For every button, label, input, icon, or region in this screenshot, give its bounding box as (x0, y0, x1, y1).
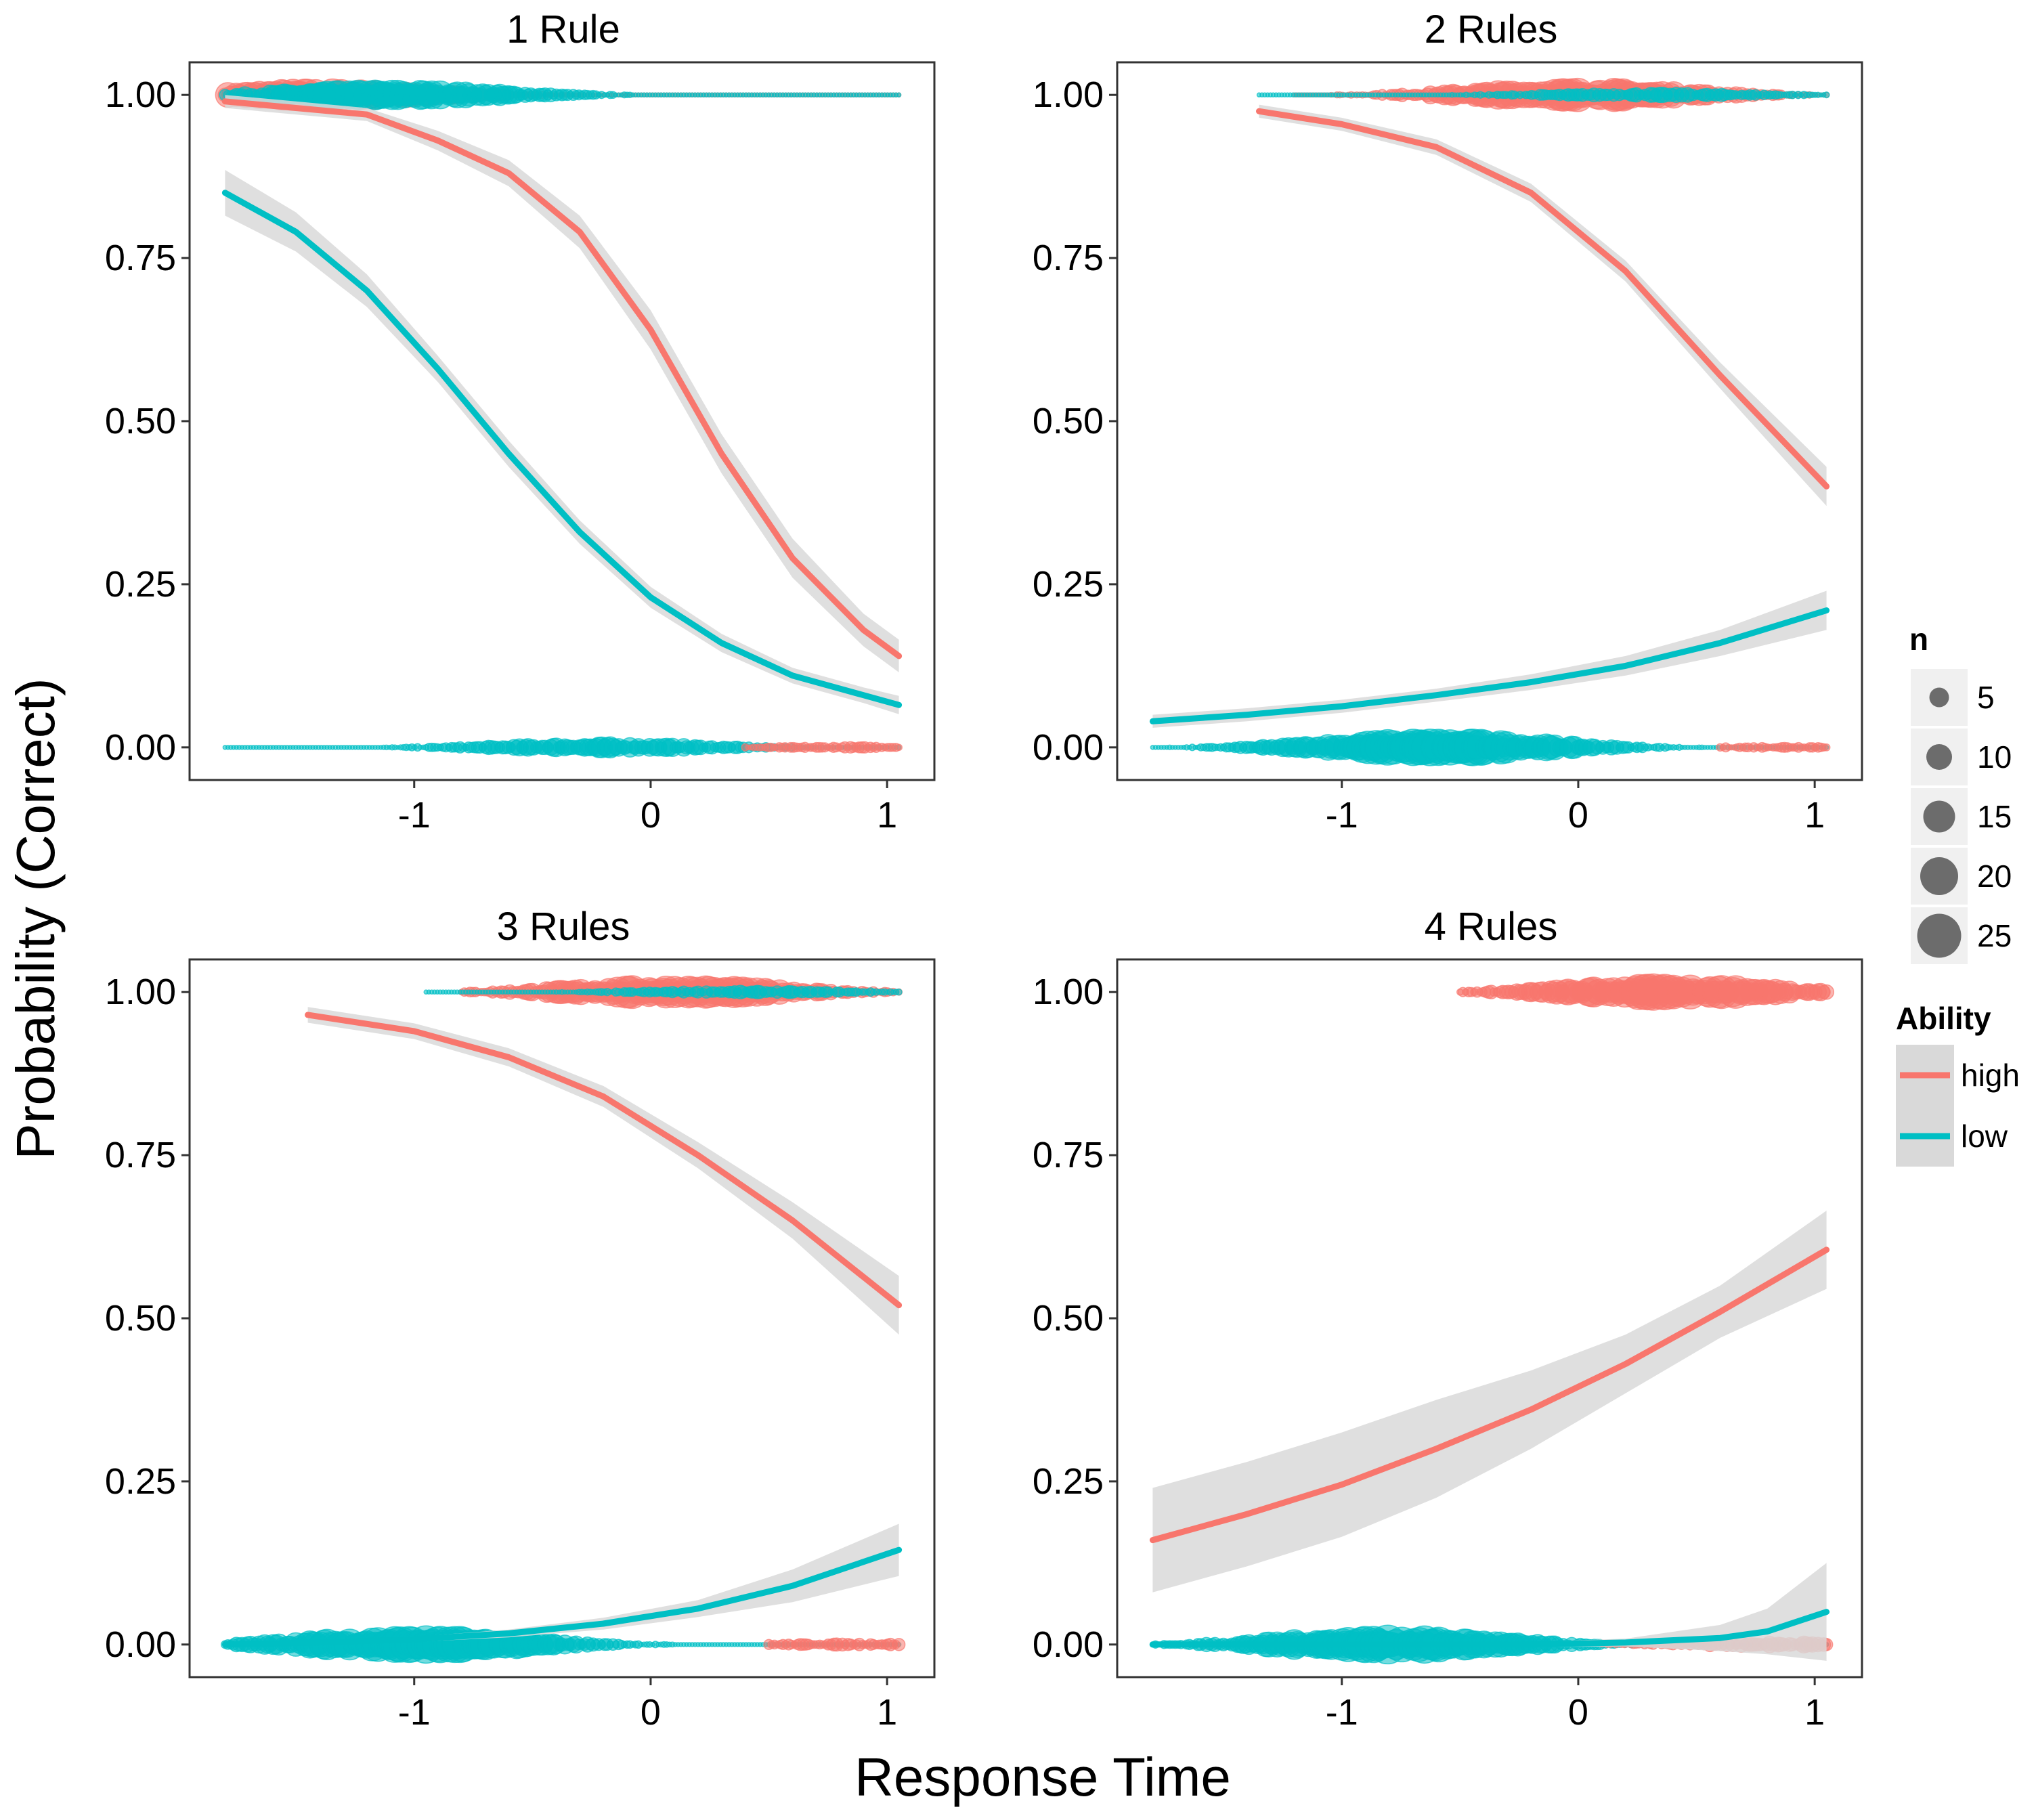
y-tick-label: 0.00 (1033, 1624, 1104, 1665)
y-tick-label: 0.25 (105, 564, 176, 605)
color-legend: Ability high low (1896, 1001, 2020, 1167)
fit-line-low (1149, 1609, 1830, 1648)
data-point-low (896, 92, 902, 98)
y-tick-label: 0.50 (1033, 1298, 1104, 1339)
color-legend-label-low: low (1961, 1119, 2008, 1154)
y-tick-label: 0.00 (105, 1624, 176, 1665)
x-tick-label: 0 (1568, 1692, 1588, 1733)
x-tick-label: -1 (1326, 1692, 1358, 1733)
x-tick-label: -1 (1326, 795, 1358, 836)
panels-layer: 0.00 0.25 0.50 0.75 1.00 -1 0 1 0.00 0.25 0.50 0.75… (105, 61, 1863, 1733)
size-legend-dot (1917, 913, 1962, 958)
size-legend-label: 20 (1977, 859, 2012, 894)
x-tick-label: 1 (1804, 795, 1825, 836)
size-legend-title: n (1909, 622, 1928, 657)
x-tick-label: 1 (1804, 1692, 1825, 1733)
confidence-ribbon-high (1152, 1211, 1827, 1592)
size-legend-label: 5 (1977, 680, 1995, 715)
color-legend-title: Ability (1896, 1001, 1991, 1036)
color-legend-keys: high low (1896, 1045, 2020, 1167)
y-tick-label: 0.50 (105, 1298, 176, 1339)
panel-3: 0.00 0.25 0.50 0.75 1.00 -1 0 1 (105, 958, 936, 1733)
y-tick-label: 0.50 (105, 401, 176, 441)
y-tick-label: 0.75 (1033, 238, 1104, 278)
x-tick-label: -1 (398, 1692, 431, 1733)
size-legend-label: 10 (1977, 739, 2012, 775)
x-axis-title: Response Time (854, 1747, 1231, 1807)
y-tick-label: 0.00 (105, 727, 176, 768)
size-legend-dot (1920, 857, 1958, 895)
size-legend-dot (1926, 744, 1952, 770)
y-tick-label: 0.75 (105, 1135, 176, 1175)
size-legend: n 5 10 15 20 25 (1909, 622, 2012, 964)
fit-line-low (221, 190, 903, 708)
panel-border (1116, 61, 1863, 781)
fit-line-low (1149, 607, 1830, 724)
x-tick-label: 0 (641, 1692, 661, 1733)
x-tick-label: -1 (398, 795, 431, 836)
y-tick-label: 0.25 (105, 1461, 176, 1502)
fit-line-high (1256, 108, 1830, 490)
size-legend-dot (1923, 800, 1955, 833)
size-legend-label: 15 (1977, 799, 2012, 834)
x-tick-label: 0 (1568, 795, 1588, 836)
color-legend-label-high: high (1961, 1058, 2020, 1093)
panel-border (188, 61, 936, 781)
y-tick-label: 0.50 (1033, 401, 1104, 441)
size-legend-keys: 5 10 15 20 25 (1911, 669, 2012, 964)
panel-2: 0.00 0.25 0.50 0.75 1.00 -1 0 1 (1033, 61, 1863, 836)
confidence-ribbon-low (1152, 1563, 1827, 1661)
data-point-high (1822, 743, 1831, 752)
panel-title-4: 4 Rules (1425, 905, 1558, 949)
y-tick-label: 0.75 (105, 238, 176, 278)
fit-line-low (221, 1546, 903, 1648)
y-axis-title: Probability (Correct) (5, 678, 66, 1159)
confidence-ribbon-low (225, 1523, 899, 1647)
data-point-high (892, 1638, 906, 1651)
confidence-ribbon-low (225, 170, 899, 714)
confidence-ribbon-high (225, 95, 899, 672)
size-legend-dot (1929, 687, 1949, 708)
x-tick-label: 1 (877, 1692, 897, 1733)
x-tick-label: 1 (877, 795, 897, 836)
data-point-high (1819, 984, 1835, 1000)
fit-line-high (305, 1012, 903, 1309)
fit-line-high (1149, 1247, 1830, 1544)
data-point-high (895, 743, 903, 752)
panel-4: 0.00 0.25 0.50 0.75 1.00 -1 0 1 (1033, 958, 1863, 1733)
panel-title-2: 2 Rules (1425, 7, 1558, 51)
y-tick-label: 0.00 (1033, 727, 1104, 768)
y-tick-label: 0.25 (1033, 564, 1104, 605)
y-tick-label: 0.25 (1033, 1461, 1104, 1502)
fit-line-high (221, 98, 903, 659)
data-point-low (1823, 91, 1830, 99)
y-tick-label: 0.75 (1033, 1135, 1104, 1175)
y-tick-label: 1.00 (1033, 972, 1104, 1012)
data-point-low (895, 989, 903, 996)
panel-title-1: 1 Rule (506, 7, 620, 51)
y-tick-label: 1.00 (105, 972, 176, 1012)
panel-title-3: 3 Rules (497, 905, 630, 949)
size-legend-label: 25 (1977, 918, 2012, 953)
x-tick-label: 0 (641, 795, 661, 836)
y-tick-label: 1.00 (1033, 74, 1104, 115)
panel-1: 0.00 0.25 0.50 0.75 1.00 -1 0 1 (105, 61, 936, 836)
y-tick-label: 1.00 (105, 74, 176, 115)
